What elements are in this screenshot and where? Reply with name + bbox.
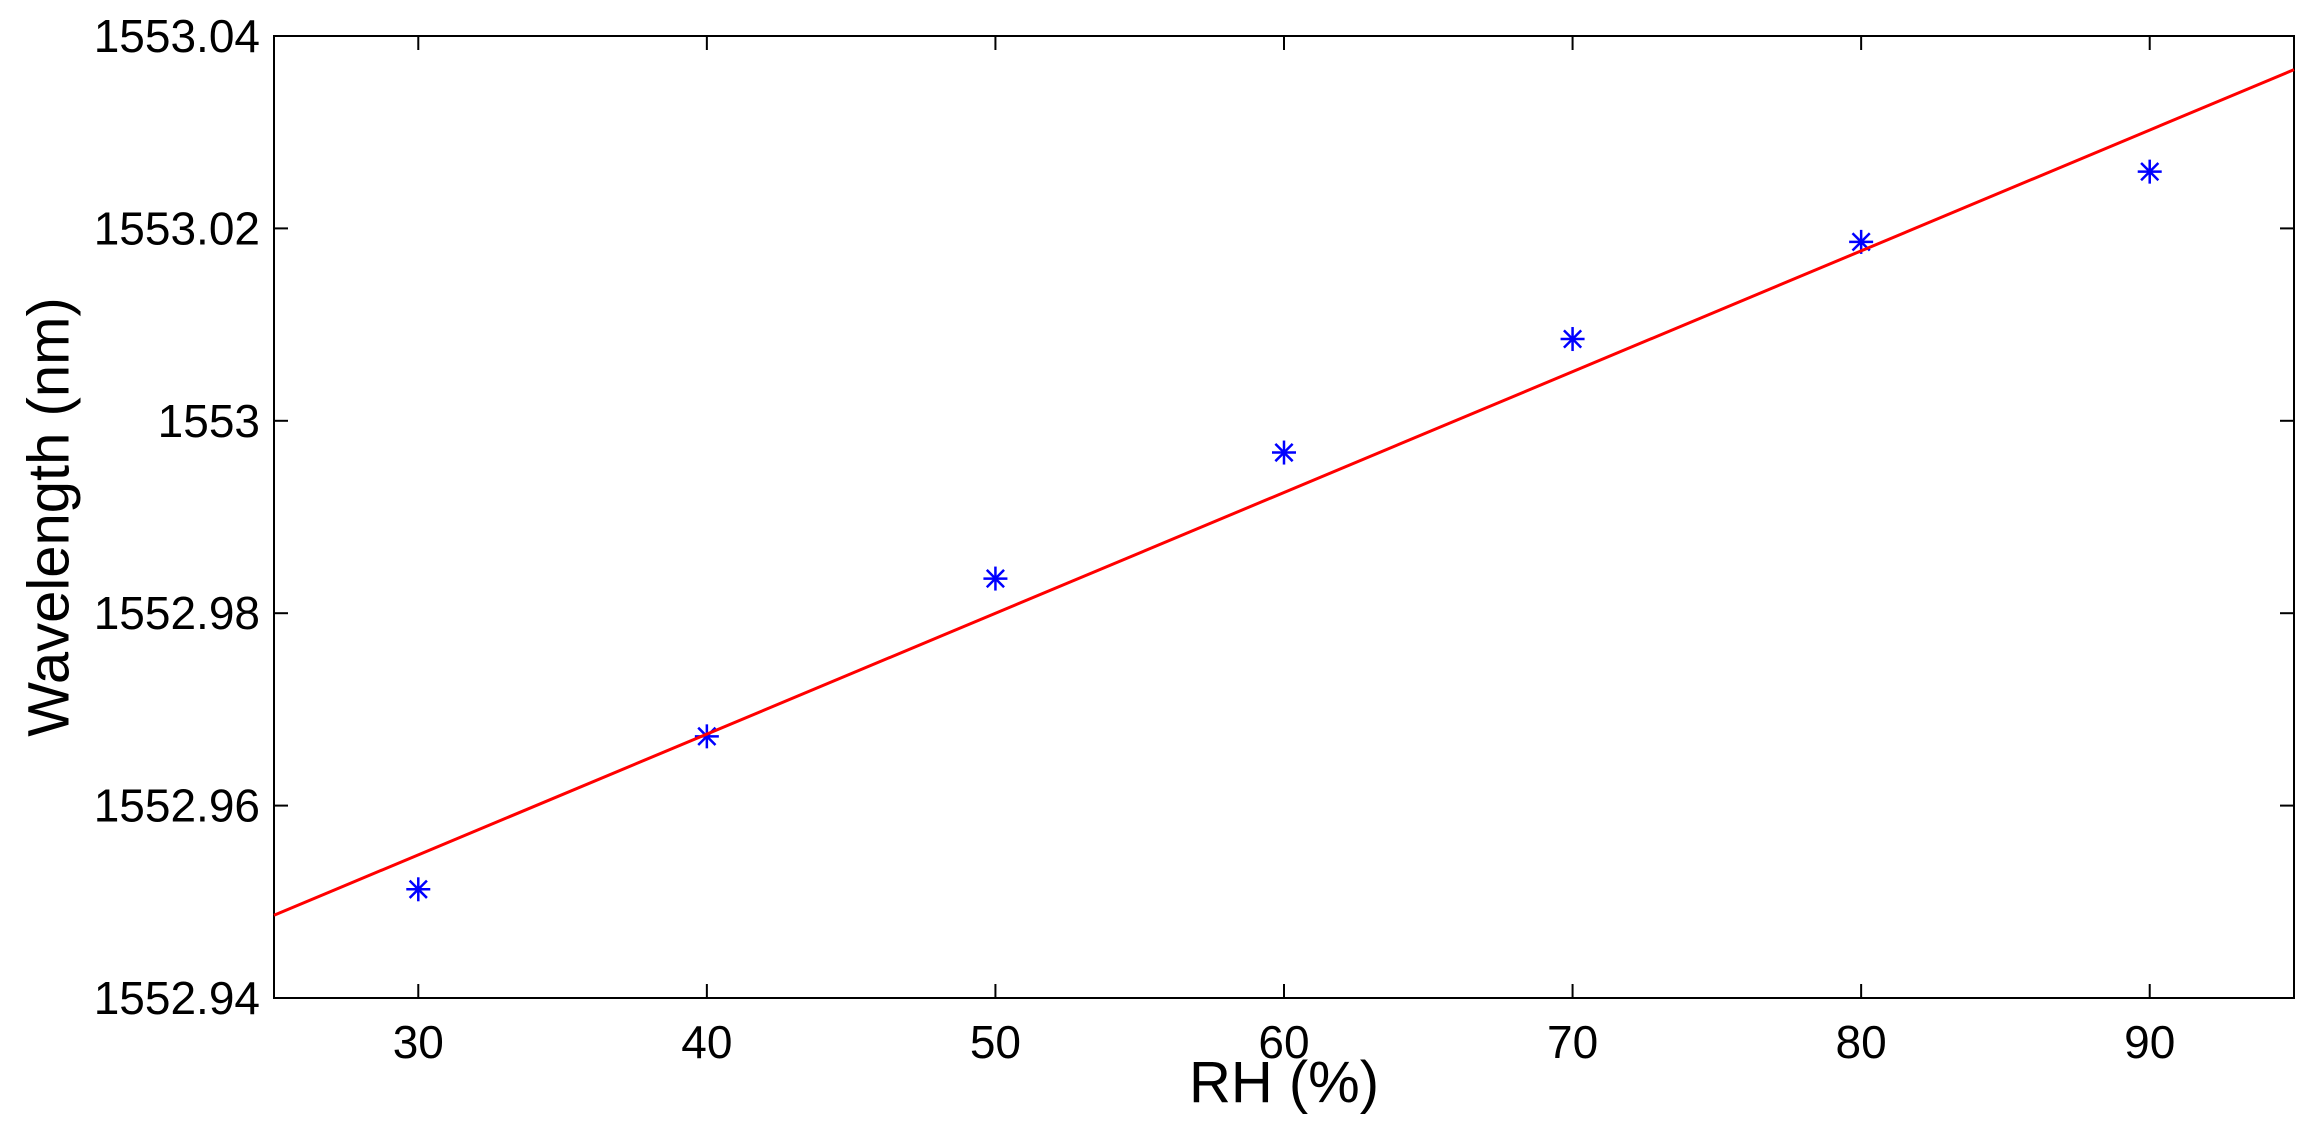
x-tick-label: 50 (970, 1016, 1021, 1068)
y-axis-title: Wavelength (nm) (16, 297, 81, 736)
series-layer (273, 68, 2295, 917)
x-axis-title: RH (%) (1189, 1050, 1379, 1115)
y-axis: 1552.94 1552.96 1552.98 1553 1553.02 1553.04 (94, 10, 2294, 1024)
fit-line (273, 68, 2295, 917)
data-point (983, 566, 1008, 591)
x-axis: 30 40 50 60 70 80 90 (393, 36, 2175, 1068)
x-tick-label: 80 (1836, 1016, 1887, 1068)
y-tick-label: 1553 (158, 395, 260, 447)
plot-area (273, 35, 2295, 999)
data-point (1560, 327, 1585, 352)
y-tick-label: 1553.04 (94, 10, 260, 62)
y-tick-label: 1552.96 (94, 780, 260, 832)
data-point (2137, 159, 2162, 184)
data-point (1272, 440, 1296, 465)
y-tick-label: 1553.02 (94, 202, 260, 254)
x-tick-label: 30 (393, 1016, 444, 1068)
y-tick-label: 1552.94 (94, 972, 260, 1024)
x-tick-label: 40 (681, 1016, 732, 1068)
x-tick-label: 90 (2124, 1016, 2175, 1068)
data-point (406, 877, 431, 902)
x-tick-label: 70 (1547, 1016, 1598, 1068)
y-tick-label: 1552.98 (94, 587, 260, 639)
x-tick-label: 60 (1258, 1016, 1309, 1068)
